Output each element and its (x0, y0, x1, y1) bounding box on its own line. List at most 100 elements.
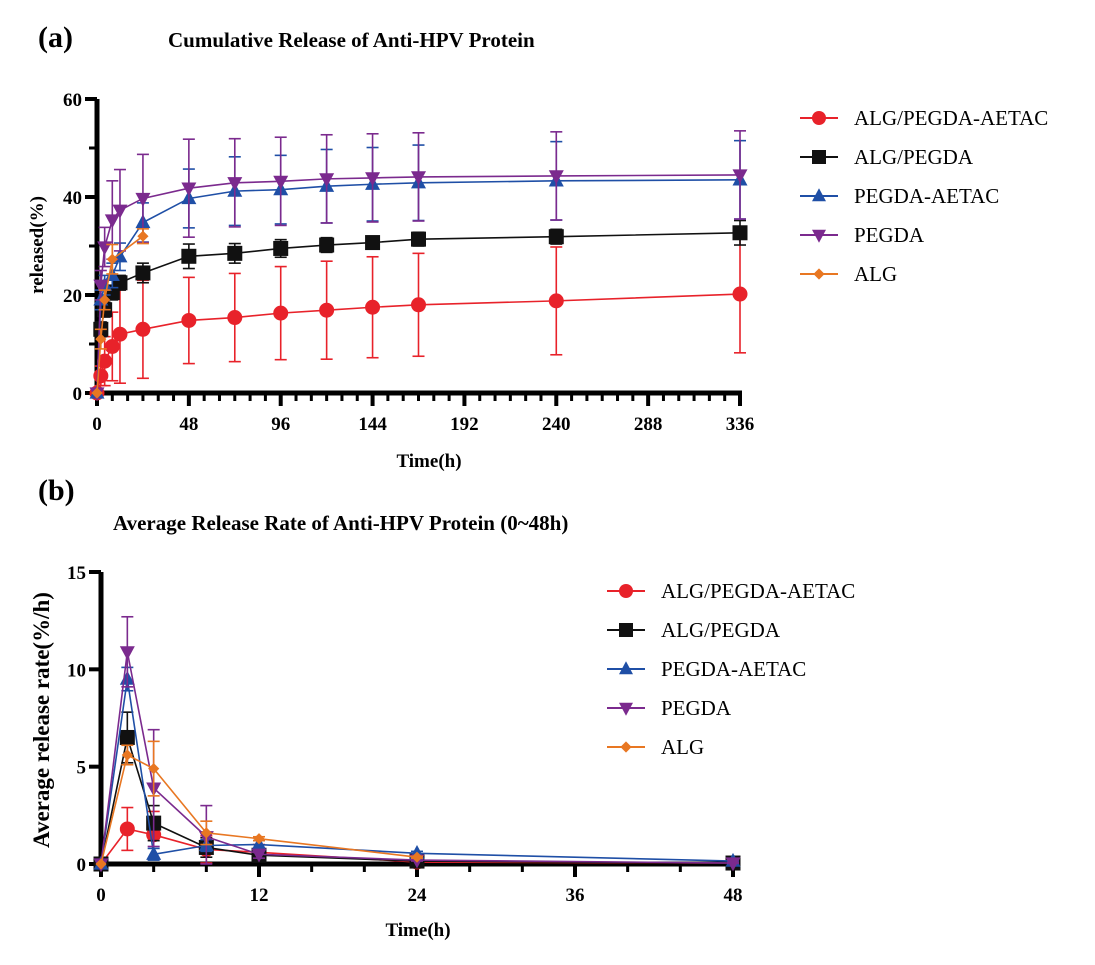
legend-label: PEGDA (661, 696, 732, 720)
panel-a-alg-pegda-point (273, 240, 289, 256)
panel-b-y-tick-label: 10 (67, 660, 86, 681)
panel-b-plot-area (93, 615, 741, 873)
panel-a-alg-pegda-point (181, 248, 197, 264)
legend-label: ALG/PEGDA (661, 618, 781, 642)
panel-a-alg-pegda-aetac-point (365, 299, 381, 315)
panel-a-alg-point (99, 294, 111, 306)
panel-a-alg-pegda-aetac-point (93, 368, 109, 384)
panel-a-alg-pegda-aetac-point (411, 297, 426, 313)
panel-b-legend-item-alg-pegda: ALG/PEGDA (607, 618, 781, 642)
panel-a-legend: ALG/PEGDA-AETAC ALG/PEGDA PEGDA-AETAC PEGDA… (800, 106, 1048, 286)
panel-b-pegda-point (725, 857, 741, 872)
panel-b-pegda-point (251, 848, 267, 863)
legend-diamond-icon (620, 741, 632, 753)
panel-a-x-tick-label: 144 (358, 414, 387, 435)
panel-a-series-pegda (89, 130, 748, 402)
panel-a-alg-pegda-point (548, 229, 564, 245)
panel-a-alg-point (137, 230, 149, 242)
panel-b-legend-item-alg: ALG (607, 735, 704, 759)
panel-a-y-tick-label: 40 (63, 188, 82, 209)
panel-b-pegda-point (119, 646, 135, 661)
panel-a-y-tick-label: 60 (63, 90, 82, 111)
panel-b-legend-item-pegda-aetac: PEGDA-AETAC (607, 657, 806, 681)
legend-triangle-down-icon (619, 702, 633, 716)
panel-b-legend-item-pegda: PEGDA (607, 696, 732, 720)
panel-a-pegda-point (104, 214, 120, 229)
legend-label: ALG/PEGDA-AETAC (661, 579, 855, 603)
panel-a-title: Cumulative Release of Anti-HPV Protein (168, 28, 535, 52)
panel-b-pegda-aetac-point (146, 846, 162, 860)
panel-a-alg-point (95, 333, 107, 345)
panel-b-alg-pegda-point (119, 729, 135, 745)
panel-a-series-alg (91, 228, 149, 399)
legend-label: ALG (854, 262, 897, 286)
panel-b-alg-point (411, 851, 423, 863)
panel-a-pegda-point (112, 204, 128, 219)
panel-a-pegda-point (93, 279, 109, 294)
legend-triangle-up-icon (812, 188, 826, 202)
panel-b-x-tick-label: 24 (408, 885, 428, 906)
panel-b-axes: 0 5 10 15 0 12 24 36 48 (67, 563, 743, 906)
panel-b-title: Average Release Rate of Anti-HPV Protein… (113, 511, 568, 535)
panel-a-pegda-point (548, 170, 564, 185)
panel-a-alg-pegda-point (319, 237, 335, 253)
panel-b-legend: ALG/PEGDA-AETAC ALG/PEGDA PEGDA-AETAC PEGDA… (607, 579, 855, 759)
panel-a-alg-pegda-aetac-point (112, 326, 128, 342)
panel-a-pegda-point (732, 169, 748, 184)
panel-a-x-tick-label: 0 (92, 414, 102, 435)
legend-square-icon (812, 150, 826, 164)
panel-b-y-axis-label: Average release rate(%/h) (29, 592, 54, 848)
panel-b-label: (b) (38, 474, 75, 507)
legend-triangle-down-icon (812, 229, 826, 243)
panel-a-x-tick-label: 336 (726, 414, 755, 435)
panel-a-alg-pegda-aetac-point (135, 321, 151, 337)
panel-b-pegda-line (100, 651, 734, 865)
panel-a-legend-item-alg-pegda-aetac: ALG/PEGDA-AETAC (800, 106, 1048, 130)
panel-b-alg-pegda-aetac-point (119, 821, 135, 837)
panel-b-x-tick-label: 12 (250, 885, 269, 906)
panel-a-legend-item-alg-pegda: ALG/PEGDA (800, 145, 974, 169)
panel-a-x-axis-label: Time(h) (396, 451, 461, 472)
panel-b-alg-line (100, 753, 418, 865)
panel-a-alg-pegda-aetac-point (732, 286, 748, 302)
panel-a-x-tick-label: 288 (634, 414, 663, 435)
panel-a-pegda-point (181, 182, 197, 197)
panel-b-pegda-aetac-line (100, 678, 734, 865)
panel-a-alg-pegda-aetac-point (319, 302, 335, 318)
panel-b-legend-item-alg-pegda-aetac: ALG/PEGDA-AETAC (607, 579, 855, 603)
panel-a-plot-area (89, 130, 748, 402)
panel-a-label: (a) (38, 21, 73, 54)
panel-a-alg-pegda-point (732, 225, 748, 241)
panel-a-pegda-point (365, 172, 381, 187)
panel-b-alg-point (148, 763, 160, 775)
panel-a-legend-item-pegda-aetac: PEGDA-AETAC (800, 184, 999, 208)
panel-a-x-tick-label: 192 (450, 414, 479, 435)
legend-diamond-icon (813, 268, 825, 280)
legend-circle-icon (812, 111, 826, 125)
panel-b-x-tick-label: 0 (96, 885, 106, 906)
panel-a-alg-pegda-point (411, 231, 426, 247)
panel-b-alg-point (95, 858, 107, 870)
panel-a-x-tick-label: 240 (542, 414, 571, 435)
panel-b-y-tick-label: 5 (77, 758, 87, 779)
legend-label: PEGDA-AETAC (854, 184, 999, 208)
panel-a-x-tick-label: 96 (271, 414, 290, 435)
panel-a-axes: 0 20 40 60 0 48 96 144 192 240 288 336 (63, 90, 754, 435)
panel-a-alg-pegda-aetac-point (273, 305, 289, 321)
legend-label: ALG/PEGDA-AETAC (854, 106, 1048, 130)
panel-b-alg-point (121, 749, 133, 761)
panel-b-series-pegda (93, 615, 741, 873)
panel-a-y-tick-label: 0 (73, 384, 83, 405)
legend-circle-icon (619, 584, 633, 598)
panel-a-alg-pegda-point (227, 245, 243, 261)
panel-a-alg-pegda-aetac-point (104, 338, 120, 354)
panel-b-x-tick-label: 48 (724, 885, 743, 906)
panel-a-legend-item-alg: ALG (800, 262, 897, 286)
panel-a-x-tick-label: 48 (179, 414, 198, 435)
panel-a-pegda-point (319, 173, 335, 188)
panel-a-alg-pegda-aetac-point (181, 312, 197, 328)
legend-triangle-up-icon (619, 661, 633, 675)
panel-a-cumulative-release: (a) Cumulative Release of Anti-HPV Prote… (27, 21, 1048, 472)
panel-b-average-release-rate: (b) Average Release Rate of Anti-HPV Pro… (29, 474, 855, 941)
